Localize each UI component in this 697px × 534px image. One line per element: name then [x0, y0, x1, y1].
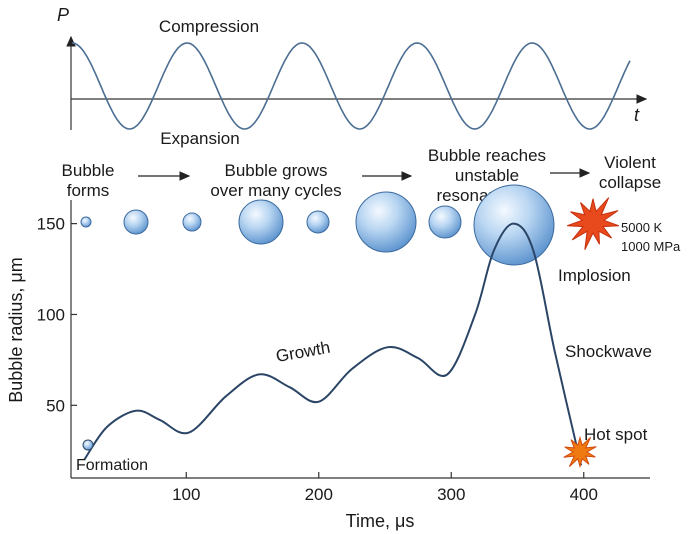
y-tick-label: 150: [37, 215, 65, 234]
pressure-wave-panel: P t Compression Expansion: [57, 5, 648, 148]
x-tick-label: 200: [305, 485, 333, 504]
stage-forms-line2: forms: [67, 181, 110, 200]
pressure-symbol: P: [57, 5, 69, 25]
growth-bubble: [306, 210, 330, 234]
growth-bubble: [80, 216, 92, 228]
stage-reaches-line1: Bubble reaches: [428, 146, 546, 165]
x-ticks: 100 200 300 400: [172, 472, 598, 504]
growth-bubble: [355, 191, 417, 253]
y-tick-label: 100: [37, 305, 65, 324]
stage-reaches-line2: unstable: [455, 166, 519, 185]
hot-spot-icon: [563, 435, 597, 469]
stage-collapse-line1: Violent: [604, 153, 656, 172]
y-tick-label: 50: [46, 396, 65, 415]
formation-label: Formation: [76, 457, 148, 474]
x-tick-label: 100: [172, 485, 200, 504]
collapse-pressure: 1000 MPa: [621, 239, 681, 254]
collapse-flash-icon: [567, 197, 619, 251]
growth-label: Growth: [274, 338, 331, 366]
stage-forms-line1: Bubble: [62, 161, 115, 180]
stage-collapse-line2: collapse: [599, 173, 661, 192]
bubble-row: [80, 184, 555, 266]
compression-label: Compression: [159, 17, 259, 36]
time-symbol: t: [634, 105, 640, 125]
growth-bubble: [238, 199, 284, 245]
stage-labels: Bubble forms Bubble grows over many cycl…: [62, 146, 662, 205]
radius-curve: [83, 222, 583, 466]
stage-grows-line2: over many cycles: [210, 181, 341, 200]
stage-grows-line1: Bubble grows: [224, 161, 327, 180]
growth-bubble: [428, 205, 462, 239]
x-tick-label: 400: [570, 485, 598, 504]
y-axis-label: Bubble radius, μm: [6, 257, 26, 402]
collapse-temperature: 5000 K: [621, 220, 663, 235]
shockwave-label: Shockwave: [565, 342, 652, 361]
y-ticks: 50 100 150: [37, 215, 77, 415]
hot-spot-label: Hot spot: [584, 425, 648, 444]
implosion-label: Implosion: [558, 266, 631, 285]
pressure-wave-curve: [71, 42, 631, 130]
growth-bubble: [473, 184, 555, 266]
x-axis-label: Time, μs: [346, 511, 415, 531]
x-tick-label: 300: [437, 485, 465, 504]
expansion-label: Expansion: [160, 129, 239, 148]
growth-bubble: [123, 209, 149, 235]
formation-bubble: [82, 439, 94, 451]
radius-chart: 50 100 150 100 200 300 400 Time, μs Bubble ra…: [6, 184, 681, 531]
growth-bubble: [182, 212, 202, 232]
